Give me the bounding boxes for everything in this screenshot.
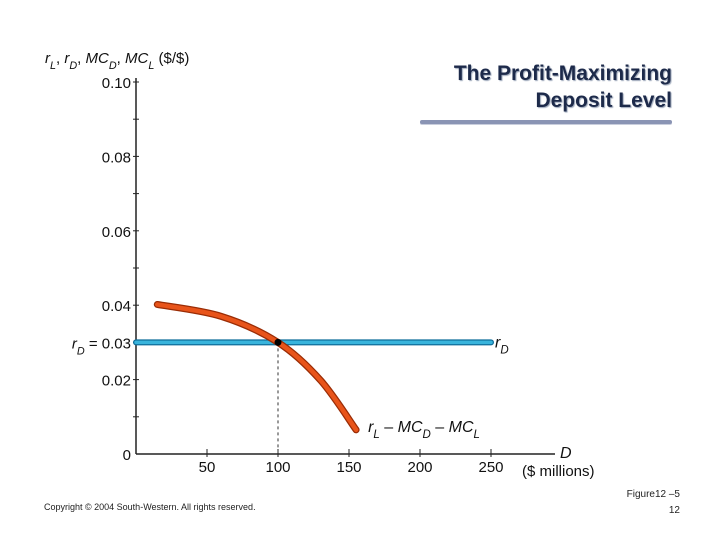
- y-axis-label: rL, rD, MCD, MCL ($/$): [45, 50, 189, 72]
- title-underline: [420, 120, 672, 124]
- chart-title-line1: The Profit-Maximizing: [453, 62, 672, 85]
- y-tick-label: 0.08: [102, 149, 131, 166]
- figure-caption: Figure12 –5 12: [627, 487, 680, 519]
- y-tick-label: rD = 0.03: [72, 335, 131, 357]
- x-tick-label: 150: [336, 459, 361, 476]
- y-tick-label: 0.04: [102, 298, 131, 315]
- x-axis-label-units: ($ millions): [522, 463, 595, 480]
- x-tick-label: 200: [407, 459, 432, 476]
- y-tick-label: 0.10: [102, 75, 131, 92]
- optimum-point: [274, 338, 282, 346]
- copyright-text: Copyright © 2004 South-Western. All righ…: [44, 502, 256, 512]
- y-tick-label: 0.02: [102, 373, 131, 390]
- margin-curve-outline: [153, 300, 360, 434]
- x-axis-label-variable: D: [560, 445, 572, 462]
- chart-title: The Profit-Maximizing Deposit Level: [454, 60, 672, 114]
- margin-curve-label: rL – MCD – MCL: [368, 419, 480, 441]
- x-tick-label: 100: [265, 459, 290, 476]
- x-tick-label: 250: [478, 459, 503, 476]
- figure-number: Figure12 –5: [626, 489, 680, 500]
- page-number: 12: [668, 505, 680, 516]
- x-tick-label: 50: [199, 459, 216, 476]
- y-tick-label: 0.06: [102, 224, 131, 241]
- chart-title-line2: Deposit Level: [535, 89, 672, 112]
- margin-curve: [155, 302, 359, 433]
- y-tick-label: 0: [123, 447, 131, 464]
- rd-line-label: rD: [495, 334, 509, 356]
